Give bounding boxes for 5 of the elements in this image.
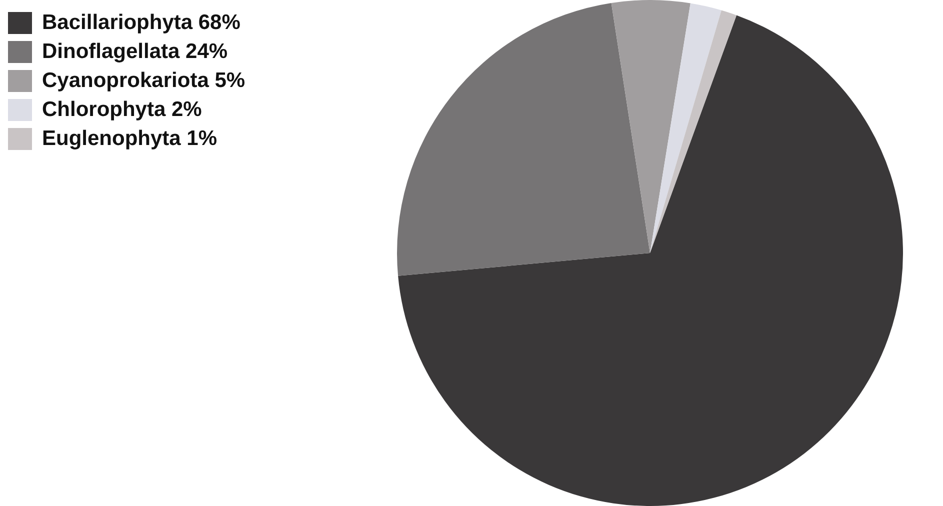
legend-label: Dinoflagellata 24% <box>42 40 228 64</box>
legend-label: Chlorophyta 2% <box>42 98 202 122</box>
legend-label: Cyanoprokariota 5% <box>42 68 246 92</box>
legend-label: Bacillariophyta 68% <box>42 10 240 34</box>
legend-label: Euglenophyta 1% <box>42 126 218 150</box>
